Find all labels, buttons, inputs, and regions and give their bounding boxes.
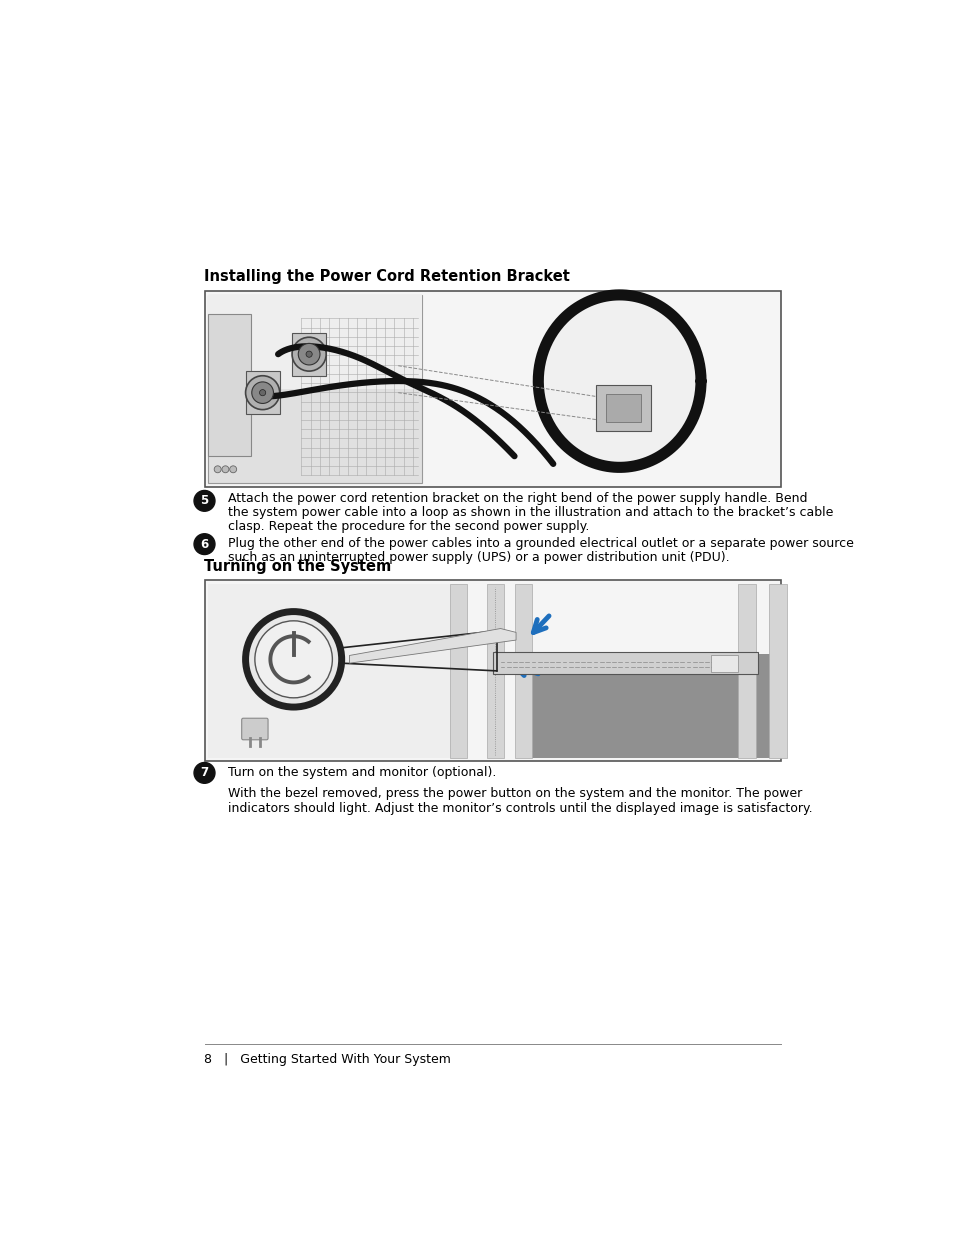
Text: Installing the Power Cord Retention Bracket: Installing the Power Cord Retention Brac…: [204, 269, 570, 284]
FancyBboxPatch shape: [450, 584, 467, 757]
Text: 8   |   Getting Started With Your System: 8 | Getting Started With Your System: [204, 1053, 451, 1066]
Circle shape: [259, 389, 266, 395]
Circle shape: [193, 534, 214, 555]
FancyBboxPatch shape: [241, 719, 268, 740]
FancyBboxPatch shape: [738, 584, 755, 757]
FancyBboxPatch shape: [711, 655, 738, 672]
FancyBboxPatch shape: [596, 385, 650, 431]
FancyBboxPatch shape: [606, 394, 639, 422]
Circle shape: [298, 343, 319, 366]
FancyBboxPatch shape: [208, 294, 421, 389]
Text: Turning on the System: Turning on the System: [204, 559, 392, 574]
FancyBboxPatch shape: [486, 584, 503, 757]
Text: such as an uninterrupted power supply (UPS) or a power distribution unit (PDU).: such as an uninterrupted power supply (U…: [228, 552, 729, 564]
Text: Attach the power cord retention bracket on the right bend of the power supply ha: Attach the power cord retention bracket …: [228, 492, 806, 505]
Circle shape: [252, 382, 274, 404]
FancyBboxPatch shape: [204, 580, 781, 761]
FancyBboxPatch shape: [204, 290, 781, 487]
Circle shape: [254, 621, 332, 698]
Text: With the bezel removed, press the power button on the system and the monitor. Th: With the bezel removed, press the power …: [228, 788, 801, 800]
Text: Plug the other end of the power cables into a grounded electrical outlet or a se: Plug the other end of the power cables i…: [228, 537, 853, 551]
Circle shape: [222, 466, 229, 473]
Circle shape: [245, 375, 279, 410]
Text: 6: 6: [200, 537, 209, 551]
FancyBboxPatch shape: [531, 653, 773, 757]
FancyBboxPatch shape: [514, 584, 531, 757]
Ellipse shape: [542, 300, 696, 463]
Circle shape: [193, 762, 214, 783]
Circle shape: [214, 466, 221, 473]
Circle shape: [230, 466, 236, 473]
Polygon shape: [349, 629, 516, 663]
FancyBboxPatch shape: [769, 584, 785, 757]
Circle shape: [245, 611, 341, 708]
FancyBboxPatch shape: [493, 652, 757, 674]
Text: 7: 7: [200, 767, 209, 779]
Text: indicators should light. Adjust the monitor’s controls until the displayed image: indicators should light. Adjust the moni…: [228, 802, 812, 815]
Text: Turn on the system and monitor (optional).: Turn on the system and monitor (optional…: [228, 766, 496, 779]
FancyBboxPatch shape: [245, 370, 279, 414]
Text: the system power cable into a loop as shown in the illustration and attach to th: the system power cable into a loop as sh…: [228, 506, 832, 519]
FancyBboxPatch shape: [208, 294, 421, 483]
FancyBboxPatch shape: [208, 314, 251, 456]
FancyBboxPatch shape: [208, 584, 457, 757]
Circle shape: [193, 490, 214, 511]
Text: 5: 5: [200, 494, 209, 508]
FancyBboxPatch shape: [292, 332, 326, 375]
Text: clasp. Repeat the procedure for the second power supply.: clasp. Repeat the procedure for the seco…: [228, 520, 589, 534]
Circle shape: [306, 351, 312, 357]
Circle shape: [292, 337, 326, 370]
